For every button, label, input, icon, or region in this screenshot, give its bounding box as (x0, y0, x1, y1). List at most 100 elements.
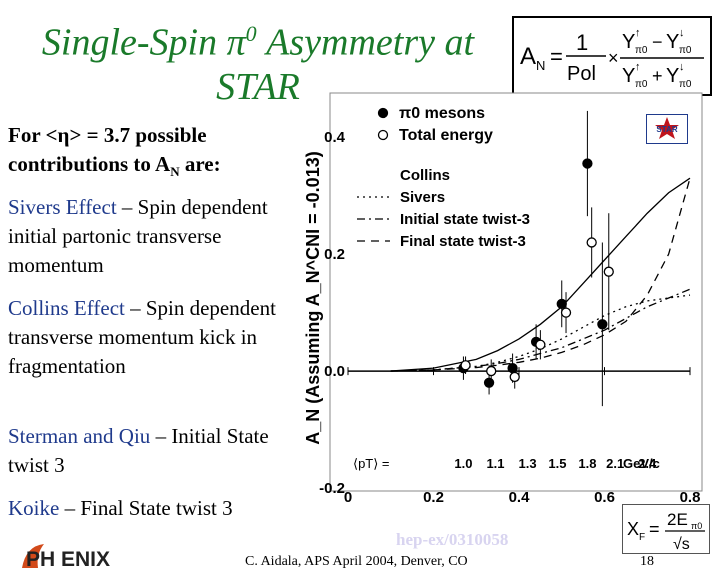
pt-value: 1.8 (578, 456, 596, 471)
data-point-open (560, 307, 572, 318)
intro-b: > = 3.7 possible contributions to A (8, 123, 207, 176)
legend-marker (377, 129, 389, 141)
formula-times: × (608, 48, 619, 68)
den-Y1: Y (622, 65, 635, 87)
star-icon: STAR (646, 114, 688, 144)
x-tick-label: 0.6 (594, 489, 615, 506)
koike-text: – Final State twist 3 (59, 496, 233, 520)
den-pi0-2: π0 (679, 79, 692, 90)
title-text-end: Asymmetry at STAR (216, 21, 475, 108)
curve-dashdot (390, 288, 691, 372)
data-point-filled (507, 363, 518, 374)
pt-value: 1.1 (486, 456, 504, 471)
data-point-open (460, 360, 471, 371)
star-logo: STAR (646, 114, 688, 144)
legend-line-label: Final state twist-3 (400, 233, 526, 250)
title-sup: 0 (245, 21, 257, 46)
footer-text: C. Aidala, APS April 2004, Denver, CO (245, 554, 468, 569)
legend-line-label: Collins (400, 167, 450, 184)
num-Y1: Y (622, 31, 635, 53)
legend-marker (377, 107, 389, 119)
axes: 0 0.2 0.4 0.6 0.8 0.4 0.2 0.0 -0.2 (319, 129, 700, 506)
curve-dashed (390, 177, 691, 372)
data-point-open (509, 371, 520, 383)
intro-a: For < (8, 123, 58, 147)
data-point-filled (582, 158, 593, 169)
den-plus: + (652, 66, 663, 86)
xf-den: √s (673, 536, 690, 553)
formula-eq: = (550, 44, 563, 69)
collins-text: – Spin dependent transverse momentum kic… (8, 296, 276, 378)
y-tick-label: 0.0 (324, 363, 345, 380)
y-tick-label: 0.2 (324, 246, 345, 263)
data-point-open (486, 365, 497, 377)
pt-value: 1.3 (519, 456, 537, 471)
phenix-logo: PH ENIX (18, 540, 138, 577)
title-pi: π (226, 21, 246, 64)
data-point-filled (597, 319, 608, 330)
num-pi0-1: π0 (635, 45, 648, 56)
pt-value: 1.0 (454, 456, 472, 471)
x-tick-label: 0.4 (509, 489, 531, 506)
intro-c: are: (179, 152, 221, 176)
num-Y2: Y (666, 31, 679, 53)
xf-lhs-sub: F (639, 532, 645, 543)
num-minus: − (652, 32, 663, 52)
legend-label: π0 mesons (399, 105, 485, 122)
bullet-sterman-qiu: Sterman and Qiu – Initial State twist 3 (8, 422, 300, 480)
pt-label: ⟨pT⟩ = (353, 456, 390, 471)
data-point-open (586, 237, 597, 248)
xf-eq: = (649, 519, 660, 539)
data-points (458, 110, 614, 407)
y-axis-label: A_N (Assuming A_N^CNI = -0.013) (303, 151, 323, 444)
star-logo-text: STAR (656, 125, 677, 134)
bullet-intro: For <η> = 3.7 possible contributions to … (8, 121, 300, 186)
chart-frame (329, 92, 703, 492)
intro-eta: η (57, 123, 70, 147)
formula-denominator: Y ↑ π0 + Y ↓ π0 (622, 61, 692, 90)
num-down: ↓ (679, 27, 685, 39)
sterman-text: – Initial State twist 3 (8, 424, 269, 477)
x-tick-label: 0 (344, 489, 352, 506)
intro-sub: N (170, 164, 180, 180)
y-axis-label-group: A_N (Assuming A_N^CNI = -0.013) (303, 151, 323, 444)
pt-value: 1.5 (548, 456, 566, 471)
legend: π0 mesons Total energy Collins Sivers Initia… (357, 105, 530, 250)
x-tick-label: 0.2 (423, 489, 444, 506)
xf-num-sub: π0 (691, 521, 702, 531)
bullet-sivers: Sivers Effect – Spin dependent initial p… (8, 193, 300, 280)
y-tick-label: 0.4 (324, 129, 346, 146)
xf-formula-box: X F = 2E π0 √s (622, 504, 710, 554)
xf-num: 2E (667, 510, 688, 529)
legend-line-label: Initial state twist-3 (400, 211, 530, 228)
data-point-open (603, 266, 614, 277)
legend-line-label: Sivers (400, 189, 445, 206)
data-point-filled (483, 377, 495, 388)
sivers-text: – Spin dependent initial partonic transv… (8, 195, 268, 277)
phenix-icon: PH ENIX (22, 544, 110, 571)
x-tick-label: 0.8 (680, 489, 701, 506)
formula-lhs-sub: N (536, 58, 545, 73)
formula-pol: Pol (567, 63, 596, 85)
an-chart: A_N (Assuming A_N^CNI = -0.013) 0 0.2 0.4 0… (303, 92, 703, 506)
arxiv-reference: hep-ex/0310058 (396, 530, 509, 549)
xf-lhs: X (627, 519, 639, 539)
title-text: Single-Spin (41, 21, 227, 64)
den-pi0-1: π0 (635, 79, 648, 90)
pt-value: 2.4 (638, 456, 657, 471)
sivers-term: Sivers Effect (8, 195, 117, 219)
data-point-open (535, 339, 546, 350)
den-down: ↓ (679, 61, 685, 73)
y-tick-label: -0.2 (319, 480, 345, 497)
formula-one: 1 (576, 30, 588, 55)
an-formula: A N = 1 Pol × Y ↑ π0 − Y ↓ π0 Y ↑ π0 + Y… (520, 27, 704, 90)
data-point-filled (556, 298, 567, 309)
pt-value: 2.1 (606, 456, 624, 471)
sterman-term: Sterman and Qiu (8, 424, 151, 448)
num-pi0-2: π0 (679, 45, 692, 56)
koike-term: Koike (8, 496, 60, 520)
phenix-flame (22, 544, 44, 568)
formula-lhs: A (520, 43, 536, 70)
formula-numerator: Y ↑ π0 − Y ↓ π0 (622, 27, 692, 56)
